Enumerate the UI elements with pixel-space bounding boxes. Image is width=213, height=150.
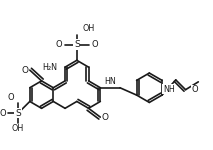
Text: H₂N: H₂N xyxy=(42,63,57,72)
Text: O: O xyxy=(56,40,62,49)
Text: HN: HN xyxy=(104,77,116,86)
Text: S: S xyxy=(15,109,21,118)
Text: NH: NH xyxy=(163,85,175,94)
Text: OH: OH xyxy=(12,124,24,133)
Text: O: O xyxy=(191,85,198,94)
Text: O: O xyxy=(21,66,28,75)
Text: O: O xyxy=(7,93,14,102)
Text: S: S xyxy=(74,40,80,49)
Text: O: O xyxy=(102,113,109,122)
Text: O: O xyxy=(0,109,6,118)
Text: O: O xyxy=(91,40,98,49)
Text: OH: OH xyxy=(83,24,95,33)
